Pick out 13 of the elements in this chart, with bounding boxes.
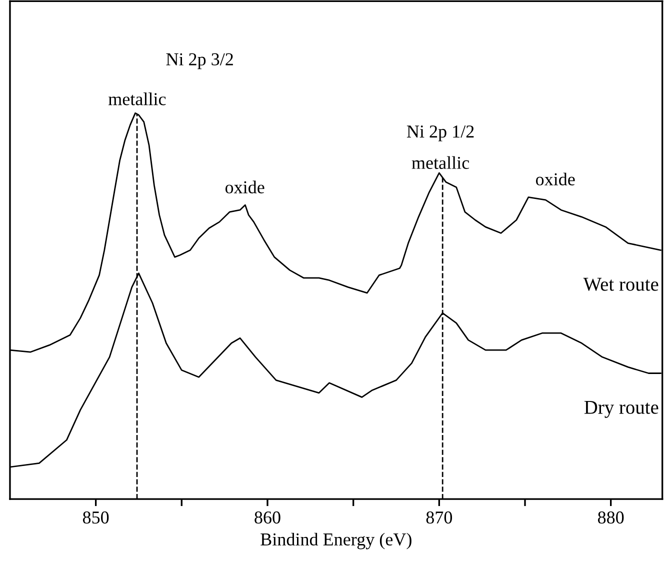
text: Ni 2p 3/2 <box>166 53 233 70</box>
x-tick-label: 860 <box>254 511 280 524</box>
x-tick-label: 850 <box>82 511 109 524</box>
series-label: Wet route <box>583 278 658 291</box>
series-label: Dry route <box>584 400 658 418</box>
annotation: oxide <box>536 172 575 186</box>
annotation: oxide <box>225 180 264 194</box>
x-tick-label: 870 <box>426 511 452 524</box>
x-tick-label: 880 <box>598 511 624 524</box>
annotation: metallic <box>412 156 470 169</box>
x-axis-title: Bindind Energy (eV) <box>260 532 412 550</box>
annotation: Ni 2p 1/2 <box>406 125 474 142</box>
text: metallic <box>108 92 166 106</box>
